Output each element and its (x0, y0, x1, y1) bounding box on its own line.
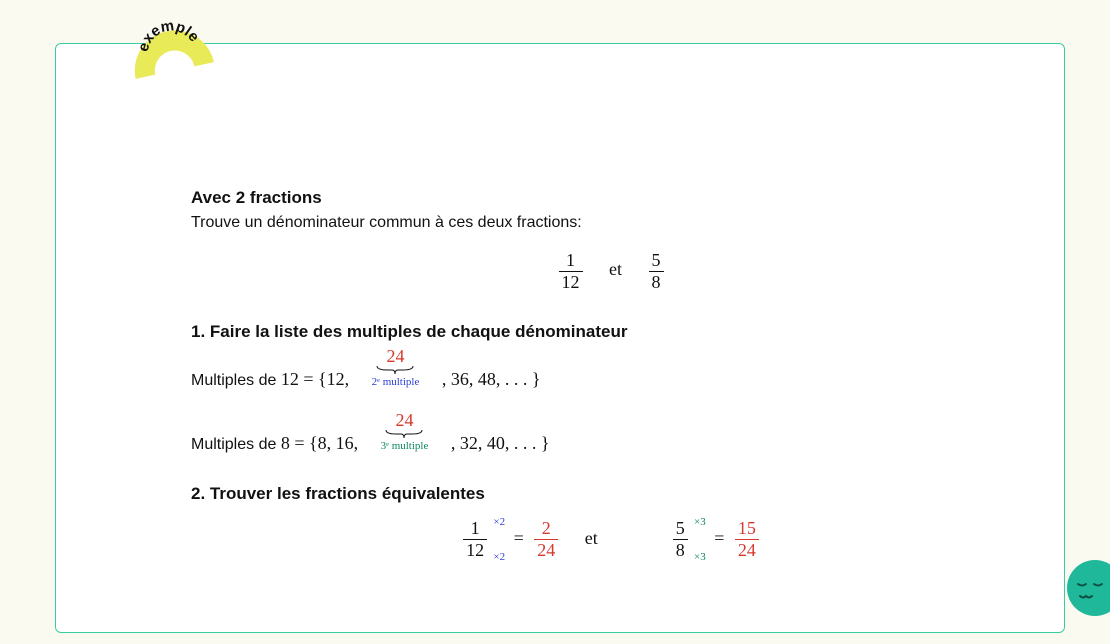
highlight-24: 24 (381, 410, 429, 431)
given-fractions: 1 12 et 5 8 (191, 250, 1031, 292)
content-area: Avec 2 fractions Trouve un dénominateur … (191, 188, 1031, 561)
mult-note-bot: ×3 (694, 551, 706, 563)
fraction-denominator: 12 (559, 272, 583, 293)
equivalent-fractions: 1 12 ×2 ×2 = 2 24 et 5 8 ×3 ×3 = 15 24 (191, 518, 1031, 560)
result-fraction-1: 2 24 (534, 518, 558, 560)
fraction-numerator: 1 (559, 250, 583, 272)
fraction-2: 5 8 (649, 250, 664, 292)
result-fraction-2: 15 24 (735, 518, 759, 560)
example-badge: exemple (100, 3, 240, 93)
fraction-denominator: 8 (649, 272, 664, 293)
fraction-1: 1 12 (559, 250, 583, 292)
source-fraction-2: 5 8 ×3 ×3 (673, 518, 688, 560)
step1-title: 1. Faire la liste des multiples de chaqu… (191, 322, 1031, 342)
highlighted-multiple: 24 2ᵉ multiple (372, 346, 420, 388)
step2-title: 2. Trouver les fractions équivalentes (191, 484, 1031, 504)
separator-et: et (585, 528, 598, 549)
multiples-prefix: Multiples de (191, 436, 281, 453)
mascot-icon (1050, 558, 1110, 618)
multiples-prefix: Multiples de (191, 372, 281, 389)
highlighted-multiple: 24 3ᵉ multiple (381, 410, 429, 452)
set-after: , 32, 40, . . . } (451, 433, 550, 453)
set-before: {12, (318, 369, 349, 389)
mult-note-top: ×3 (694, 516, 706, 528)
source-fraction-1: 1 12 ×2 ×2 (463, 518, 487, 560)
multiples-of-12: Multiples de 12 = {12, 24 2ᵉ multiple , … (191, 346, 1031, 390)
set-after: , 36, 48, . . . } (442, 369, 541, 389)
equals: = (514, 528, 524, 549)
equals: = (714, 528, 724, 549)
section-title: Avec 2 fractions (191, 188, 1031, 208)
multiples-of-8: Multiples de 8 = {8, 16, 24 3ᵉ multiple … (191, 410, 1031, 454)
instruction-text: Trouve un dénominateur commun à ces deux… (191, 214, 1031, 232)
set-before: {8, 16, (309, 433, 358, 453)
example-card: Avec 2 fractions Trouve un dénominateur … (55, 43, 1065, 633)
separator-et: et (609, 259, 622, 280)
mult-note-bot: ×2 (493, 551, 505, 563)
mult-note-top: ×2 (493, 516, 505, 528)
highlight-24: 24 (372, 346, 420, 367)
underbrace-label: 3ᵉ multiple (381, 440, 429, 452)
fraction-numerator: 5 (649, 250, 664, 272)
underbrace-label: 2ᵉ multiple (372, 376, 420, 388)
